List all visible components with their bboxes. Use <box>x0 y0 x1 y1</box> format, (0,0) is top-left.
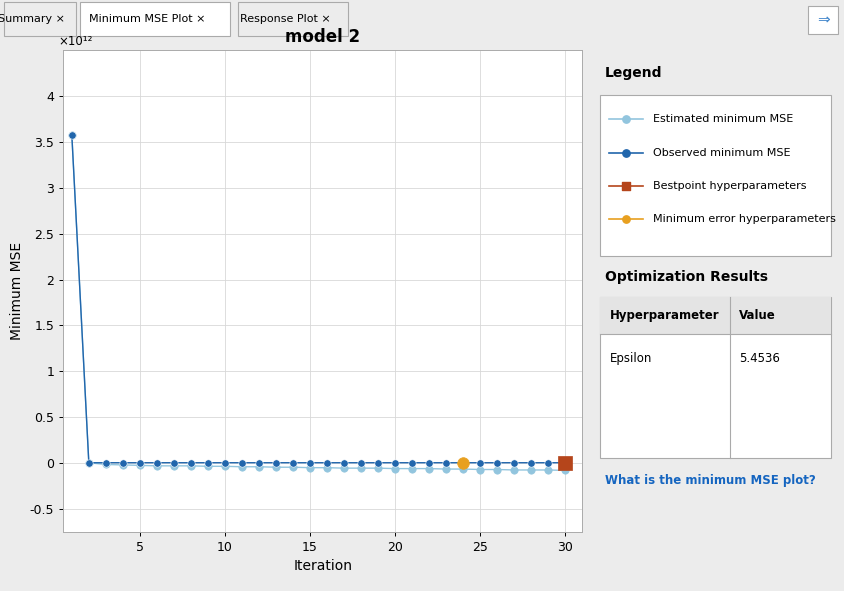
Point <box>269 458 283 467</box>
Text: Estimated minimum MSE: Estimated minimum MSE <box>652 114 793 124</box>
Point <box>321 458 334 467</box>
Point <box>133 460 147 470</box>
Point <box>82 458 95 467</box>
Text: Summary ×: Summary × <box>0 14 66 24</box>
Point <box>371 458 385 467</box>
Point <box>201 458 214 467</box>
Text: Hyperparameter: Hyperparameter <box>609 309 719 322</box>
Point <box>559 458 572 467</box>
Point <box>559 458 572 467</box>
Title: model 2: model 2 <box>285 28 360 46</box>
Point <box>167 458 181 467</box>
Point <box>423 464 436 473</box>
Point <box>219 458 232 467</box>
Text: ×10¹²: ×10¹² <box>58 35 93 48</box>
Point <box>252 462 266 472</box>
Point <box>619 115 633 124</box>
Point <box>619 215 633 224</box>
X-axis label: Iteration: Iteration <box>294 560 352 573</box>
Point <box>116 458 130 467</box>
Point <box>457 465 470 474</box>
Point <box>388 458 402 467</box>
Point <box>354 458 368 467</box>
Y-axis label: Minimum MSE: Minimum MSE <box>10 242 24 340</box>
Point <box>303 458 316 467</box>
Point <box>542 465 555 475</box>
Point <box>99 460 112 469</box>
Text: What is the minimum MSE plot?: What is the minimum MSE plot? <box>604 475 815 488</box>
Bar <box>808 6 838 34</box>
Text: Response Plot ×: Response Plot × <box>240 14 330 24</box>
Point <box>303 463 316 472</box>
Point <box>252 458 266 467</box>
Point <box>457 458 470 467</box>
Point <box>507 465 521 475</box>
Bar <box>600 297 830 458</box>
Text: Bestpoint hyperparameters: Bestpoint hyperparameters <box>652 181 806 191</box>
Point <box>473 465 487 474</box>
Bar <box>600 95 830 256</box>
Text: 5.4536: 5.4536 <box>739 352 780 365</box>
Text: Minimum MSE Plot ×: Minimum MSE Plot × <box>89 14 205 24</box>
Point <box>235 462 249 472</box>
Bar <box>600 297 830 335</box>
Bar <box>4 2 76 37</box>
Bar <box>80 2 230 37</box>
Text: Optimization Results: Optimization Results <box>604 270 768 284</box>
Point <box>65 130 78 139</box>
Bar <box>238 2 348 37</box>
Point <box>405 464 419 473</box>
Point <box>82 458 95 467</box>
Point <box>201 462 214 471</box>
Point <box>150 461 164 470</box>
Text: ⇒: ⇒ <box>817 13 830 28</box>
Point <box>525 465 538 475</box>
Point <box>286 458 300 467</box>
Point <box>286 463 300 472</box>
Point <box>490 458 504 467</box>
Point <box>133 458 147 467</box>
Point <box>440 458 453 467</box>
Point <box>440 465 453 474</box>
Point <box>65 130 78 139</box>
Point <box>354 463 368 473</box>
Point <box>388 464 402 473</box>
Point <box>235 458 249 467</box>
Text: Minimum error hyperparameters: Minimum error hyperparameters <box>652 215 836 225</box>
Point <box>167 461 181 470</box>
Point <box>338 458 351 467</box>
Point <box>619 181 633 191</box>
Point <box>150 458 164 467</box>
Point <box>116 460 130 470</box>
Text: Epsilon: Epsilon <box>609 352 652 365</box>
Point <box>473 458 487 467</box>
Point <box>405 458 419 467</box>
Point <box>338 463 351 473</box>
Point <box>559 466 572 475</box>
Point <box>507 458 521 467</box>
Point <box>184 461 197 470</box>
Point <box>490 465 504 474</box>
Text: Observed minimum MSE: Observed minimum MSE <box>652 148 790 158</box>
Point <box>219 462 232 471</box>
Point <box>423 458 436 467</box>
Point <box>99 458 112 467</box>
Point <box>542 458 555 467</box>
Point <box>525 458 538 467</box>
Text: Legend: Legend <box>604 66 663 80</box>
Point <box>321 463 334 472</box>
Point <box>619 148 633 157</box>
Point <box>457 458 470 467</box>
Point <box>269 463 283 472</box>
Point <box>371 463 385 473</box>
Text: Value: Value <box>739 309 776 322</box>
Point <box>184 458 197 467</box>
